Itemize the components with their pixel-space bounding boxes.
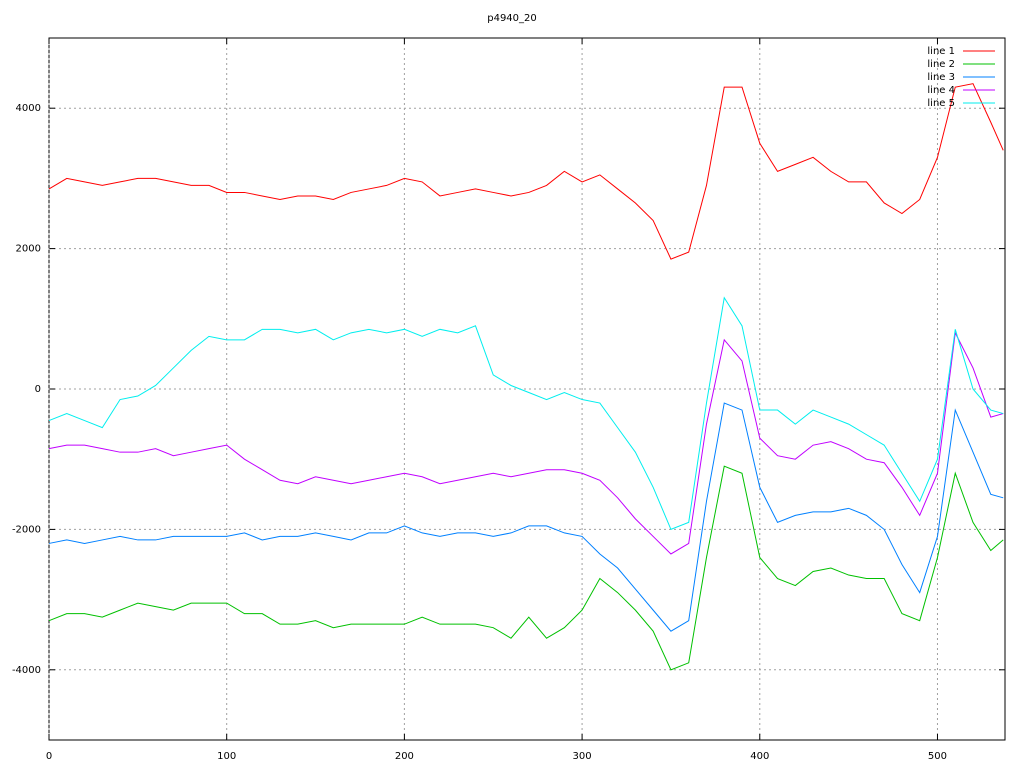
y-tick-label: 2000: [16, 244, 41, 255]
legend-label: line 3: [927, 72, 955, 83]
y-tick-label: 0: [35, 384, 41, 395]
x-tick-label: 200: [395, 751, 414, 762]
y-tick-label: 4000: [16, 103, 41, 114]
legend-label: line 1: [927, 46, 955, 57]
x-tick-label: 500: [928, 751, 947, 762]
legend-label: line 2: [927, 59, 955, 70]
legend-label: line 4: [927, 85, 955, 96]
y-tick-label: -4000: [12, 665, 41, 676]
x-tick-label: 300: [573, 751, 592, 762]
x-tick-label: 0: [46, 751, 52, 762]
chart-title: p4940_20: [487, 13, 537, 24]
x-tick-label: 400: [750, 751, 769, 762]
series-line: [48, 296, 1004, 531]
series-line: [48, 331, 1004, 555]
legend-label: line 5: [927, 98, 955, 109]
plot-frame: [48, 37, 1006, 741]
series-line: [48, 465, 1004, 671]
x-tick-label: 100: [217, 751, 236, 762]
series-line: [48, 402, 1004, 632]
y-tick-label: -2000: [12, 524, 41, 535]
series-line: [48, 83, 1004, 260]
